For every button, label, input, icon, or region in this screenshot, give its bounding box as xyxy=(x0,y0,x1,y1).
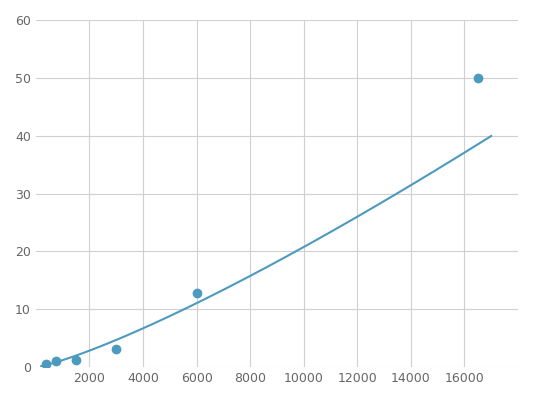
Point xyxy=(473,75,482,81)
Point xyxy=(52,358,60,364)
Point xyxy=(42,361,50,368)
Point xyxy=(112,346,120,352)
Point xyxy=(72,357,80,363)
Point xyxy=(192,290,201,296)
